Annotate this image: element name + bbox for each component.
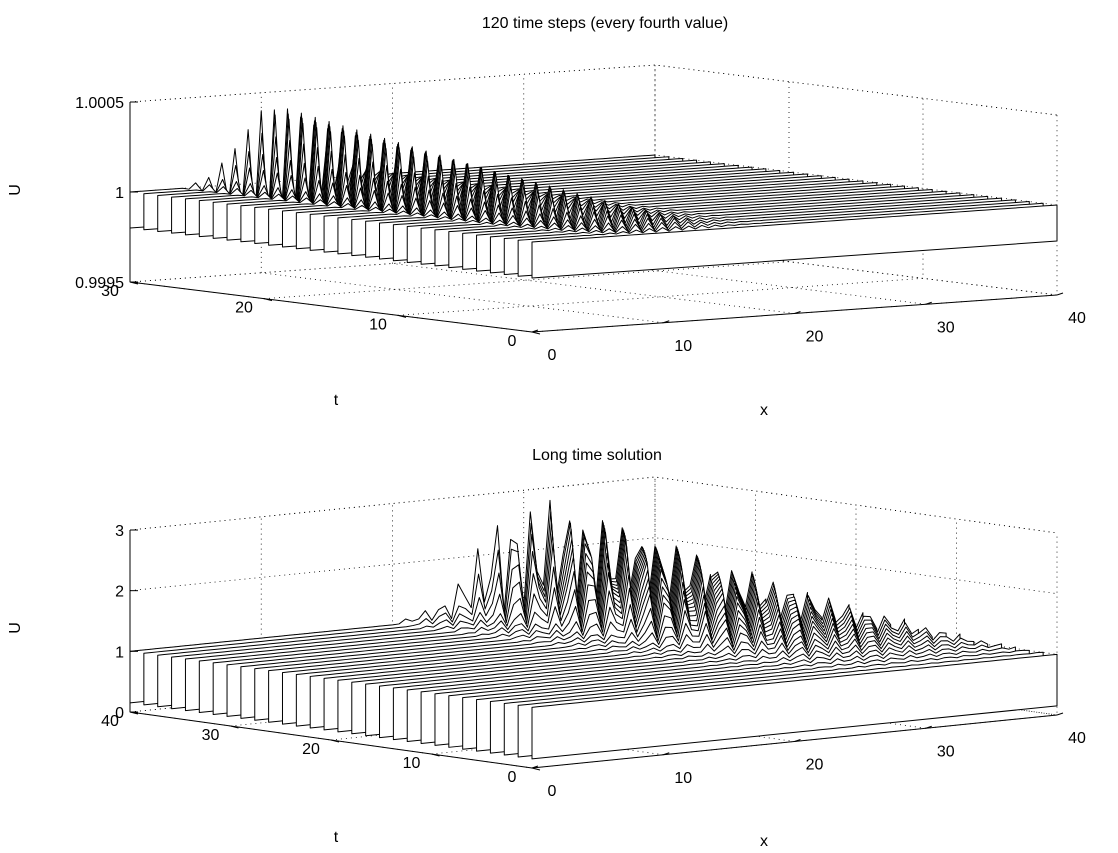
trace-line — [531, 204, 1058, 279]
x-tick-mark — [531, 765, 539, 769]
x-tick-label: 10 — [674, 770, 692, 787]
u-tick-label: 2 — [115, 584, 124, 601]
bottom-u-axis-label: U — [7, 622, 24, 634]
t-tick-label: 20 — [235, 300, 253, 317]
grid-line — [129, 64, 1058, 116]
u-tick-label: 1 — [115, 644, 124, 661]
grid-line — [392, 83, 795, 314]
grid-line — [129, 476, 1058, 534]
t-tick-label: 30 — [202, 727, 220, 744]
t-tick-label: 20 — [302, 741, 320, 758]
t-tick-mark — [230, 725, 239, 729]
grid-line — [263, 81, 790, 300]
x-tick-mark — [794, 739, 801, 742]
bottom-t-axis-label: t — [334, 829, 339, 846]
t-tick-label: 10 — [403, 755, 421, 772]
x-tick-label: 30 — [937, 743, 955, 760]
x-tick-label: 40 — [1068, 310, 1086, 327]
x-tick-mark — [1056, 712, 1064, 716]
grid-line — [129, 537, 1058, 595]
u-tick-label: 0 — [115, 705, 124, 722]
t-tick-mark — [531, 767, 541, 771]
grid-line — [129, 476, 1058, 534]
top-axes — [129, 101, 1064, 335]
bottom-traces — [129, 499, 1058, 760]
x-tick-label: 0 — [548, 347, 557, 364]
t-tick-label: 10 — [369, 316, 387, 333]
t-tick-mark — [431, 753, 440, 757]
x-tick-mark — [663, 752, 670, 756]
t-tick-mark — [263, 298, 273, 302]
trace-line — [531, 653, 1058, 760]
u-tick-label: 1 — [115, 185, 124, 202]
bottom-axes — [129, 529, 1064, 771]
t-tick-label: 0 — [508, 769, 517, 786]
u-tick-label: 0.9995 — [75, 275, 124, 292]
x-tick-label: 0 — [548, 783, 557, 800]
top-u-axis-label: U — [7, 184, 24, 196]
grid-line — [129, 64, 1058, 116]
top-waterfall-chart: 120 time steps (every fourth value) 0102… — [7, 15, 1086, 419]
x-tick-mark — [925, 301, 932, 305]
x-tick-label: 20 — [806, 329, 824, 346]
u-tick-label: 3 — [115, 523, 124, 540]
grid-line — [129, 65, 656, 283]
x-tick-label: 20 — [806, 757, 824, 774]
top-x-axis-label: x — [760, 402, 768, 419]
top-t-axis-label: t — [334, 392, 339, 409]
grid-line — [397, 98, 924, 316]
u-tick-label: 1.0005 — [75, 95, 124, 112]
x-tick-label: 40 — [1068, 730, 1086, 747]
x-tick-mark — [531, 329, 539, 333]
x-tick-mark — [1056, 292, 1064, 296]
t-axis-line — [129, 281, 533, 333]
top-chart-title: 120 time steps (every fourth value) — [482, 15, 728, 32]
t-tick-label: 30 — [101, 283, 119, 300]
bottom-chart-title: Long time solution — [532, 447, 662, 464]
bottom-x-axis-label: x — [760, 833, 768, 850]
t-tick-mark — [330, 739, 340, 743]
x-tick-label: 10 — [674, 338, 692, 355]
x-tick-mark — [925, 725, 932, 729]
t-tick-mark — [531, 331, 541, 335]
x-tick-label: 30 — [937, 319, 955, 336]
t-tick-label: 40 — [101, 713, 119, 730]
x-tick-mark — [794, 311, 801, 314]
bottom-waterfall-chart: Long time solution 010203040010203040012… — [7, 447, 1086, 850]
x-tick-mark — [663, 320, 670, 324]
t-tick-label: 0 — [508, 333, 517, 350]
top-traces — [129, 108, 1058, 279]
t-tick-mark — [397, 314, 407, 318]
